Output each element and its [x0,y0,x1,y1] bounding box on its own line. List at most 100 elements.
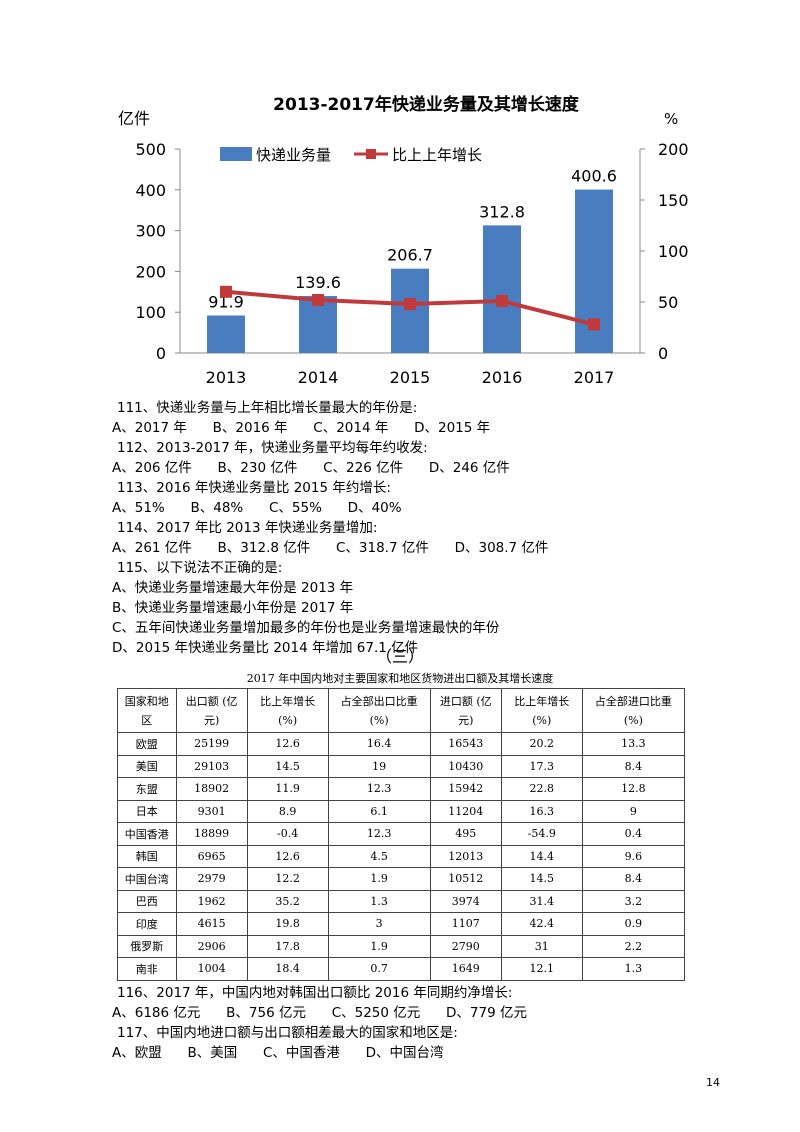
region-name-cell: 巴西 [117,889,177,913]
table-cell: 16543 [429,732,502,756]
table-cell: 19.8 [246,912,329,936]
table-cell: 0.4 [581,822,686,846]
table-cell: 1004 [175,957,248,981]
x-tick-label: 2017 [574,368,615,387]
table-row: 日本 9301 8.9 6.1 11204 16.3 9 [117,799,686,823]
table-cell: 1962 [175,889,248,913]
table-cell: 16.3 [500,799,583,823]
table-cell: 0.7 [327,957,431,981]
question-text: 112、2013-2017 年，快递业务量平均每年约收发: [117,440,428,456]
bar-2015 [391,268,429,353]
question-text: 114、2017 年比 2013 年快递业务量增加: [117,520,378,536]
legend-line-label: 比上上年增长 [392,146,482,164]
table-cell: 12.3 [327,777,431,801]
legend-bar-swatch [220,147,252,161]
table-row: 中国香港 18899 -0.4 12.3 495 -54.9 0.4 [117,822,686,846]
table-cell: 10430 [429,754,502,778]
region-name-cell: 印度 [117,912,177,936]
table-header-cell: 国家和地区 [117,688,177,733]
question-text: 117、中国内地进口额与出口额相差最大的国家和地区是: [117,1025,458,1041]
region-name-cell: 南非 [117,957,177,981]
table-cell: 22.8 [500,777,583,801]
table-cell: 9.6 [581,844,686,868]
table-cell: 14.5 [500,867,583,891]
table-body: 欧盟 25199 12.6 16.4 16543 20.2 13.3 美国 29103 14.5 1… [117,732,686,981]
table-cell: 1.9 [327,934,431,958]
answer-options: A、206 亿件 B、230 亿件 C、226 亿件 D、246 亿件 [112,460,510,476]
legend-bar-label: 快递业务量 [256,146,331,164]
table-cell: 18899 [175,822,248,846]
answer-options: A、快递业务量增速最大年份是 2013 年 [112,580,354,596]
question-text: 111、快递业务量与上年相比增长量最大的年份是: [117,400,418,416]
bar-2013 [207,315,245,353]
bar-value-label: 91.9 [208,293,244,312]
growth-point-2017 [588,318,600,331]
chart-title: 2013-2017年快递业务量及其增长速度 [273,94,580,115]
express-volume-chart: 2013-2017年快递业务量及其增长速度 亿件 % 快递业务量 比上上年增长 … [118,94,689,387]
answer-options: A、261 亿件 B、312.8 亿件 C、318.7 亿件 D、308.7 亿… [112,540,549,556]
plot-area: 0 100 200 300 400 500 0 50 100 150 200 91.9 2013 139.… [135,140,688,387]
answer-options: A、欧盟 B、美国 C、中国香港 D、中国台湾 [112,1045,444,1061]
table-cell: 13.3 [581,732,686,756]
x-tick-label: 2014 [298,368,339,387]
region-name-cell: 日本 [117,799,177,823]
table-cell: 25199 [175,732,248,756]
table-caption: 2017 年中国内地对主要国家和地区货物进出口额及其增长速度 [246,672,554,685]
growth-point-2016 [496,294,508,307]
answer-options: A、51% B、48% C、55% D、40% [112,500,402,516]
question-text: 115、以下说法不正确的是: [117,560,283,576]
right-tick-label: 100 [658,242,689,261]
table-header-cell: 比上年增长 (%) [500,688,583,733]
chart-legend: 快递业务量 比上上年增长 [220,146,482,164]
x-tick-label: 2013 [206,368,247,387]
right-tick-label: 150 [658,191,689,210]
table-cell: 31.4 [500,889,583,913]
table-cell: 12.1 [500,957,583,981]
page-number: 14 [706,1076,720,1089]
table-cell: 8.4 [581,754,686,778]
table-cell: 1.3 [581,957,686,981]
bar-value-label: 139.6 [295,273,341,292]
table-cell: 6.1 [327,799,431,823]
table-cell: 495 [429,822,502,846]
table-cell: 29103 [175,754,248,778]
table-cell: 12.8 [581,777,686,801]
question-text: 113、2016 年快递业务量比 2015 年约增长: [117,480,391,496]
question-text: 116、2017 年，中国内地对韩国出口额比 2016 年同期约净增长: [117,985,513,1001]
table-cell: 6965 [175,844,248,868]
growth-point-2013 [220,285,232,298]
bar-value-label: 312.8 [479,202,525,221]
left-tick-label: 300 [135,222,166,241]
table-cell: 17.3 [500,754,583,778]
region-name-cell: 欧盟 [117,732,177,756]
table-cell: 14.5 [246,754,329,778]
table-header-cell: 占全部出口比重 (%) [327,688,431,733]
table-cell: 17.8 [246,934,329,958]
table-row: 东盟 18902 11.9 12.3 15942 22.8 12.8 [117,777,686,801]
answer-options: C、五年间快递业务量增加最多的年份也是业务量增速最快的年份 [112,620,500,636]
table-cell: 1107 [429,912,502,936]
table-cell: 12.2 [246,867,329,891]
right-tick-label: 50 [658,293,678,312]
table-cell: 10512 [429,867,502,891]
table-header-cell: 进口额 (亿元) [429,688,502,733]
answer-options: A、2017 年 B、2016 年 C、2014 年 D、2015 年 [112,420,491,436]
table-cell: 12.6 [246,844,329,868]
table-cell: 16.4 [327,732,431,756]
table-cell: 1.3 [327,889,431,913]
table-cell: 35.2 [246,889,329,913]
table-row: 韩国 6965 12.6 4.5 12013 14.4 9.6 [117,844,686,868]
table-header-cell: 比上年增长 (%) [246,688,329,733]
bar-value-label: 206.7 [387,246,433,265]
table-row: 印度 4615 19.8 3 1107 42.4 0.9 [117,912,686,936]
table-cell: 2906 [175,934,248,958]
growth-point-2014 [312,293,324,306]
x-tick-label: 2016 [482,368,523,387]
table-cell: 20.2 [500,732,583,756]
table-row: 欧盟 25199 12.6 16.4 16543 20.2 13.3 [117,732,686,756]
region-name-cell: 韩国 [117,844,177,868]
table-cell: 19 [327,754,431,778]
table-cell: 3.2 [581,889,686,913]
table-cell: 15942 [429,777,502,801]
table-cell: 18.4 [246,957,329,981]
